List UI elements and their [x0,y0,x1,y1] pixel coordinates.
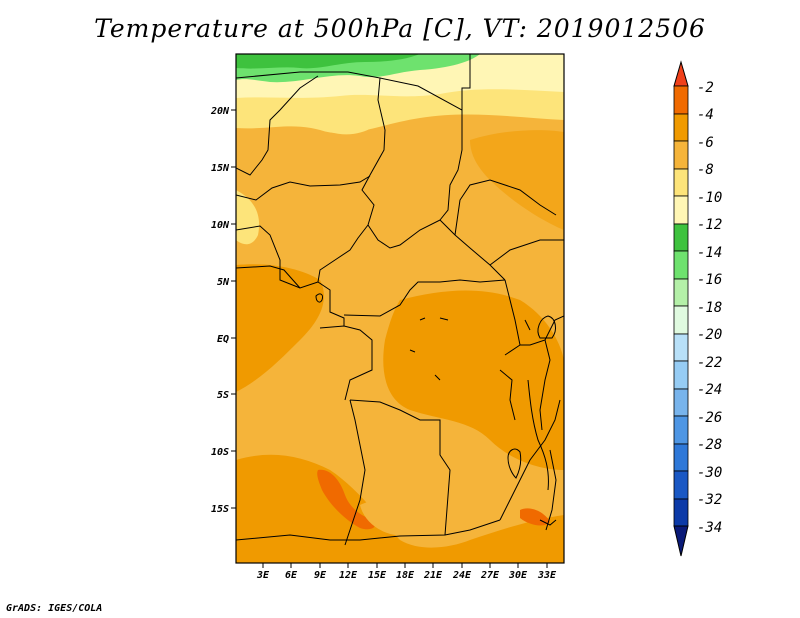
colorbar-label: -6 [697,135,714,151]
map-frame [235,53,565,564]
colorbar-swatch [673,278,689,307]
colorbar-swatch [673,498,689,527]
lon-label: 21E [423,570,443,581]
colorbar-label: -20 [697,327,722,343]
lon-label: 33E [537,570,557,581]
colorbar-label: -28 [697,437,722,453]
lon-tick: 30E [508,563,528,581]
lat-label: 15S [211,504,229,515]
colorbar-label: -34 [697,520,722,536]
colorbar-label: -16 [697,272,722,288]
colorbar-label: -14 [697,245,722,261]
colorbar-swatch [673,443,689,472]
colorbar-label: -26 [697,410,722,426]
orange-region-west [236,264,324,392]
lon-tick: 24E [452,563,472,581]
colorbar-swatch [673,388,689,417]
colorbar-swatch [673,470,689,500]
lon-tick: 12E [339,563,358,581]
lat-label: 20N [210,106,230,117]
colorbar-swatch [673,85,689,115]
colorbar-bottom-arrow [673,525,689,557]
colorbar-label: -12 [697,217,722,233]
colorbar-swatch [673,333,689,362]
colorbar-swatch [673,223,689,252]
lon-tick: 18E [396,563,415,581]
grads-credit: GrADS: IGES/COLA [6,603,103,614]
orange-region-congo [383,290,564,470]
lat-tick: 10N [211,220,236,231]
colorbar-swatch [673,113,689,142]
lon-label: 27E [480,570,500,581]
colorbar-label: -10 [697,190,722,206]
map-panel [236,54,564,563]
colorbar-swatch [673,195,689,225]
lon-label: 12E [339,570,358,581]
yellow-streak-west [236,190,260,245]
colorbar-swatch [673,360,689,390]
colorbar-label: -32 [697,492,722,508]
lat-tick: 20N [210,106,236,117]
colorbar-swatch [673,140,689,170]
lon-tick: 15E [368,563,387,581]
colorbar-label: -24 [697,382,722,398]
lon-label: 9E [314,570,327,581]
lat-tick: 5N [217,277,236,288]
hot-spot-south [317,469,376,530]
lat-tick: 15S [211,504,236,515]
lon-label: 18E [396,570,415,581]
lon-label: 30E [508,570,528,581]
lat-tick: EQ [217,334,236,345]
colorbar-top-arrow [673,60,689,87]
country-borders [236,54,564,546]
lighter-patch-south [360,498,434,537]
lat-tick: 15N [211,163,236,174]
yellow-streak-center [330,112,380,135]
orange-region-south [236,454,564,563]
lon-tick: 21E [423,563,443,581]
colorbar-swatch [673,168,689,197]
colorbar-label: -8 [697,162,714,178]
green-core-north [236,54,420,69]
colorbar-labels: -2 -4 -6 -8 -10 -12 -14 -16 -18 -20 -22 … [697,80,722,536]
lon-tick: 3E [256,563,270,581]
colorbar-swatch [673,415,689,445]
lat-label: 15N [211,163,230,174]
colorbar-label: -2 [697,80,714,96]
colorbar-swatch [673,305,689,335]
colorbar-label: -30 [697,465,722,481]
lon-label: 6E [285,570,298,581]
latitude-axis: 20N 15N 10N 5N EQ 5S 10S 15S [210,106,236,515]
colorbar-label: -4 [697,107,714,123]
lat-label: 5N [217,277,230,288]
lon-label: 24E [452,570,472,581]
lat-label: 10N [211,220,230,231]
colorbar-label: -22 [697,355,722,371]
lon-label: 3E [256,570,270,581]
lat-label: 5S [217,390,229,401]
colorbar-swatch [673,250,689,280]
lat-label: 10S [211,447,229,458]
lon-tick: 27E [480,563,500,581]
colorbar-label: -18 [697,300,722,316]
lat-label: EQ [217,334,229,345]
lon-tick: 6E [285,563,298,581]
longitude-axis: 3E 6E 9E 12E 15E 18E 21E 24E 27E 30E 33E [256,563,557,581]
colorbar: -2 -4 -6 -8 -10 -12 -14 -16 -18 -20 -22 … [673,60,722,557]
lon-label: 15E [368,570,387,581]
lon-tick: 33E [537,563,557,581]
lat-tick: 10S [211,447,236,458]
lon-tick: 9E [314,563,327,581]
lat-tick: 5S [217,390,236,401]
map-title: Temperature at 500hPa [C], VT: 201901250… [94,14,706,43]
